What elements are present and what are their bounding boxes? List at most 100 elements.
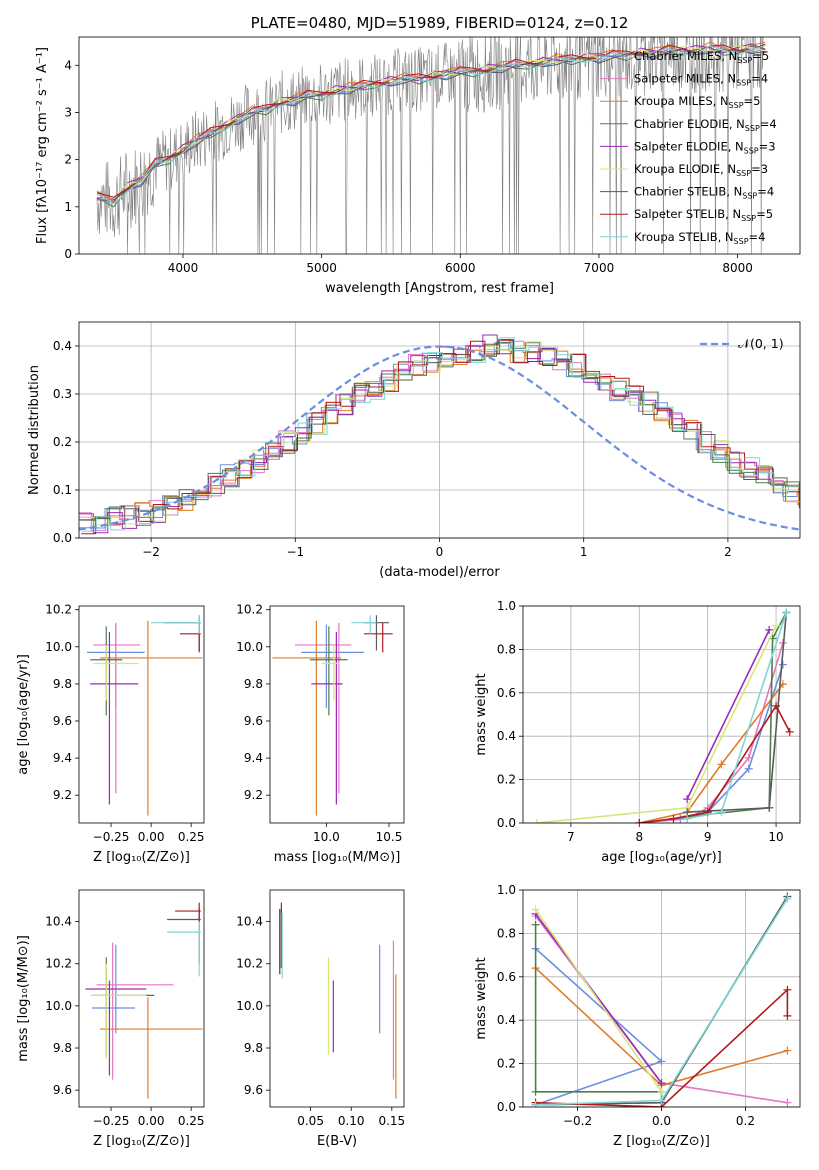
- legend-sub: SSP: [734, 237, 749, 246]
- normal-reference-curve: [79, 345, 800, 531]
- age-vs-mass-xtick-label: 10.5: [376, 830, 403, 844]
- age-vs-mass-xlabel: mass [log₁₀(M/M⊙)]: [274, 850, 401, 865]
- mass-vs-Z-xtick-label: −0.25: [93, 1114, 130, 1128]
- residuals-ytick-label: 0.1: [53, 483, 72, 497]
- residual-histogram-step: [81, 337, 800, 532]
- mass-vs-EBV-xtick-label: 0.10: [338, 1114, 365, 1128]
- legend-sub: SSP: [736, 79, 751, 88]
- legend-name: Salpeter MILES, N: [634, 72, 736, 86]
- residual-histogram-step: [79, 348, 800, 518]
- age-vs-Z-frame: [78, 605, 205, 824]
- legend-name: Kroupa STELIB, N: [634, 230, 734, 244]
- weight-vs-age-ytick-label: 0.0: [497, 816, 516, 830]
- age-vs-mass-ytick-label: 10.0: [236, 640, 263, 654]
- weight-vs-age-frame: [522, 605, 801, 824]
- legend-name: Salpeter ELODIE, N: [634, 139, 744, 153]
- residuals-xtick-label: −1: [286, 545, 304, 559]
- weight-vs-Z-ytick-label: 0.4: [497, 1013, 516, 1027]
- weight-point-marker: [683, 814, 692, 823]
- weight-point-marker: [744, 753, 753, 762]
- spectrum-xtick-label: 6000: [445, 261, 476, 275]
- spectrum-model-line: [96, 45, 766, 205]
- residuals-xtick-label: 2: [724, 545, 732, 559]
- residual-histogram-step: [79, 341, 800, 526]
- legend-sub: SSP: [729, 101, 744, 110]
- spectrum-ytick-label: 4: [64, 58, 72, 72]
- weight-vs-Z-xtick-label: 0.2: [736, 1114, 755, 1128]
- weight-vs-Z-xtick-label: −0.2: [563, 1114, 592, 1128]
- weight-vs-age-xtick-label: 10: [768, 830, 783, 844]
- weight-vs-age-ytick-label: 0.2: [497, 773, 516, 787]
- residual-histogram-step: [79, 342, 800, 529]
- age-vs-mass-frame: [269, 605, 405, 824]
- residuals-ytick-label: 0.4: [53, 339, 72, 353]
- age-vs-Z-ytick-label: 9.8: [53, 677, 72, 691]
- mass-vs-Z-xlabel: Z [log₁₀(Z/Z⊙)]: [93, 1134, 190, 1149]
- legend-label: Chabrier ELODIE, NSSP=4: [634, 117, 777, 133]
- residual-histogram-step: [79, 340, 800, 531]
- legend-sub: SSP: [741, 214, 756, 223]
- legend-label: Salpeter STELIB, NSSP=5: [634, 207, 773, 223]
- weight-series-line: [639, 642, 784, 823]
- weight-point-marker: [635, 819, 644, 823]
- age-vs-Z-xtick-label: 0.00: [138, 830, 165, 844]
- weight-point-marker: [765, 803, 774, 812]
- residuals-xtick-label: 1: [580, 545, 588, 559]
- spectrum-xtick-label: 4000: [168, 261, 199, 275]
- age-vs-Z-ytick-label: 10.2: [45, 603, 72, 617]
- weight-series-line: [536, 625, 777, 823]
- age-vs-mass-ytick-label: 9.2: [244, 788, 263, 802]
- legend-suffix: =4: [751, 72, 768, 86]
- weight-vs-Z-ytick-label: 0.6: [497, 970, 516, 984]
- weight-vs-age-ytick-label: 0.8: [497, 642, 516, 656]
- mass-vs-EBV-ytick-label: 9.6: [244, 1083, 263, 1097]
- weight-vs-age-ylabel: mass weight: [474, 673, 489, 755]
- age-vs-mass-xtick-label: 10.0: [313, 830, 340, 844]
- weight-series-line: [534, 913, 663, 1084]
- weight-point-marker: [532, 819, 541, 823]
- age-vs-Z-ytick-label: 10.0: [45, 640, 72, 654]
- spectrum-frame: [78, 36, 801, 255]
- weight-vs-age-xtick-label: 8: [635, 830, 643, 844]
- weight-point-marker: [717, 808, 726, 817]
- age-vs-mass-ytick-label: 10.2: [236, 603, 263, 617]
- age-vs-Z-xlabel: Z [log₁₀(Z/Z⊙)]: [93, 850, 190, 865]
- weight-vs-age-xtick-label: 9: [704, 830, 712, 844]
- weight-point-marker: [744, 764, 753, 773]
- mass-vs-Z-ytick-label: 9.8: [53, 1041, 72, 1055]
- legend-name: Chabrier STELIB, N: [634, 185, 742, 199]
- spectrum-ytick-label: 3: [64, 105, 72, 119]
- age-vs-Z-axes: [75, 609, 192, 827]
- weight-series-line: [535, 987, 789, 1107]
- weight-point-marker: [531, 1100, 540, 1107]
- mass-vs-Z-ytick-label: 9.6: [53, 1083, 72, 1097]
- residuals-ylabel: Normed distribution: [27, 365, 42, 495]
- mass-vs-EBV-ytick-label: 9.8: [244, 1041, 263, 1055]
- spectrum-ylabel: Flux [fλ10⁻¹⁷ erg cm⁻² s⁻¹ A⁻¹]: [35, 47, 50, 244]
- weight-vs-Z-ytick-label: 0.8: [497, 926, 516, 940]
- spectrum-ytick-label: 0: [64, 247, 72, 261]
- weight-point-marker: [657, 1087, 666, 1096]
- weight-vs-age-xtick-label: 7: [567, 830, 575, 844]
- legend-label: Kroupa MILES, NSSP=5: [634, 94, 760, 110]
- spectrum-ytick-label: 1: [64, 200, 72, 214]
- spectrum-xtick-label: 8000: [722, 261, 753, 275]
- legend-label: Salpeter ELODIE, NSSP=3: [634, 139, 776, 155]
- legend-suffix: =5: [756, 207, 773, 221]
- mass-vs-Z-xtick-label: 0.25: [178, 1114, 205, 1128]
- spectrum-model-line: [96, 43, 766, 198]
- mass-vs-EBV-xtick-label: 0.15: [378, 1114, 405, 1128]
- age-vs-Z-ylabel: age [log₁₀(age/yr)]: [16, 654, 31, 775]
- weight-point-marker: [657, 1096, 666, 1105]
- weight-point-marker: [778, 660, 787, 669]
- weight-point-marker: [783, 1011, 792, 1020]
- weight-vs-age-ytick-label: 0.4: [497, 729, 516, 743]
- weight-point-marker: [783, 985, 792, 994]
- legend-suffix: =5: [744, 94, 761, 108]
- mass-vs-Z-ytick-label: 10.0: [45, 999, 72, 1013]
- weight-point-marker: [657, 1057, 666, 1066]
- spectrum-xlabel: wavelength [Angstrom, rest frame]: [325, 281, 554, 296]
- weight-series-line: [639, 683, 784, 823]
- legend-suffix: =4: [749, 230, 766, 244]
- legend-suffix: =5: [752, 49, 769, 63]
